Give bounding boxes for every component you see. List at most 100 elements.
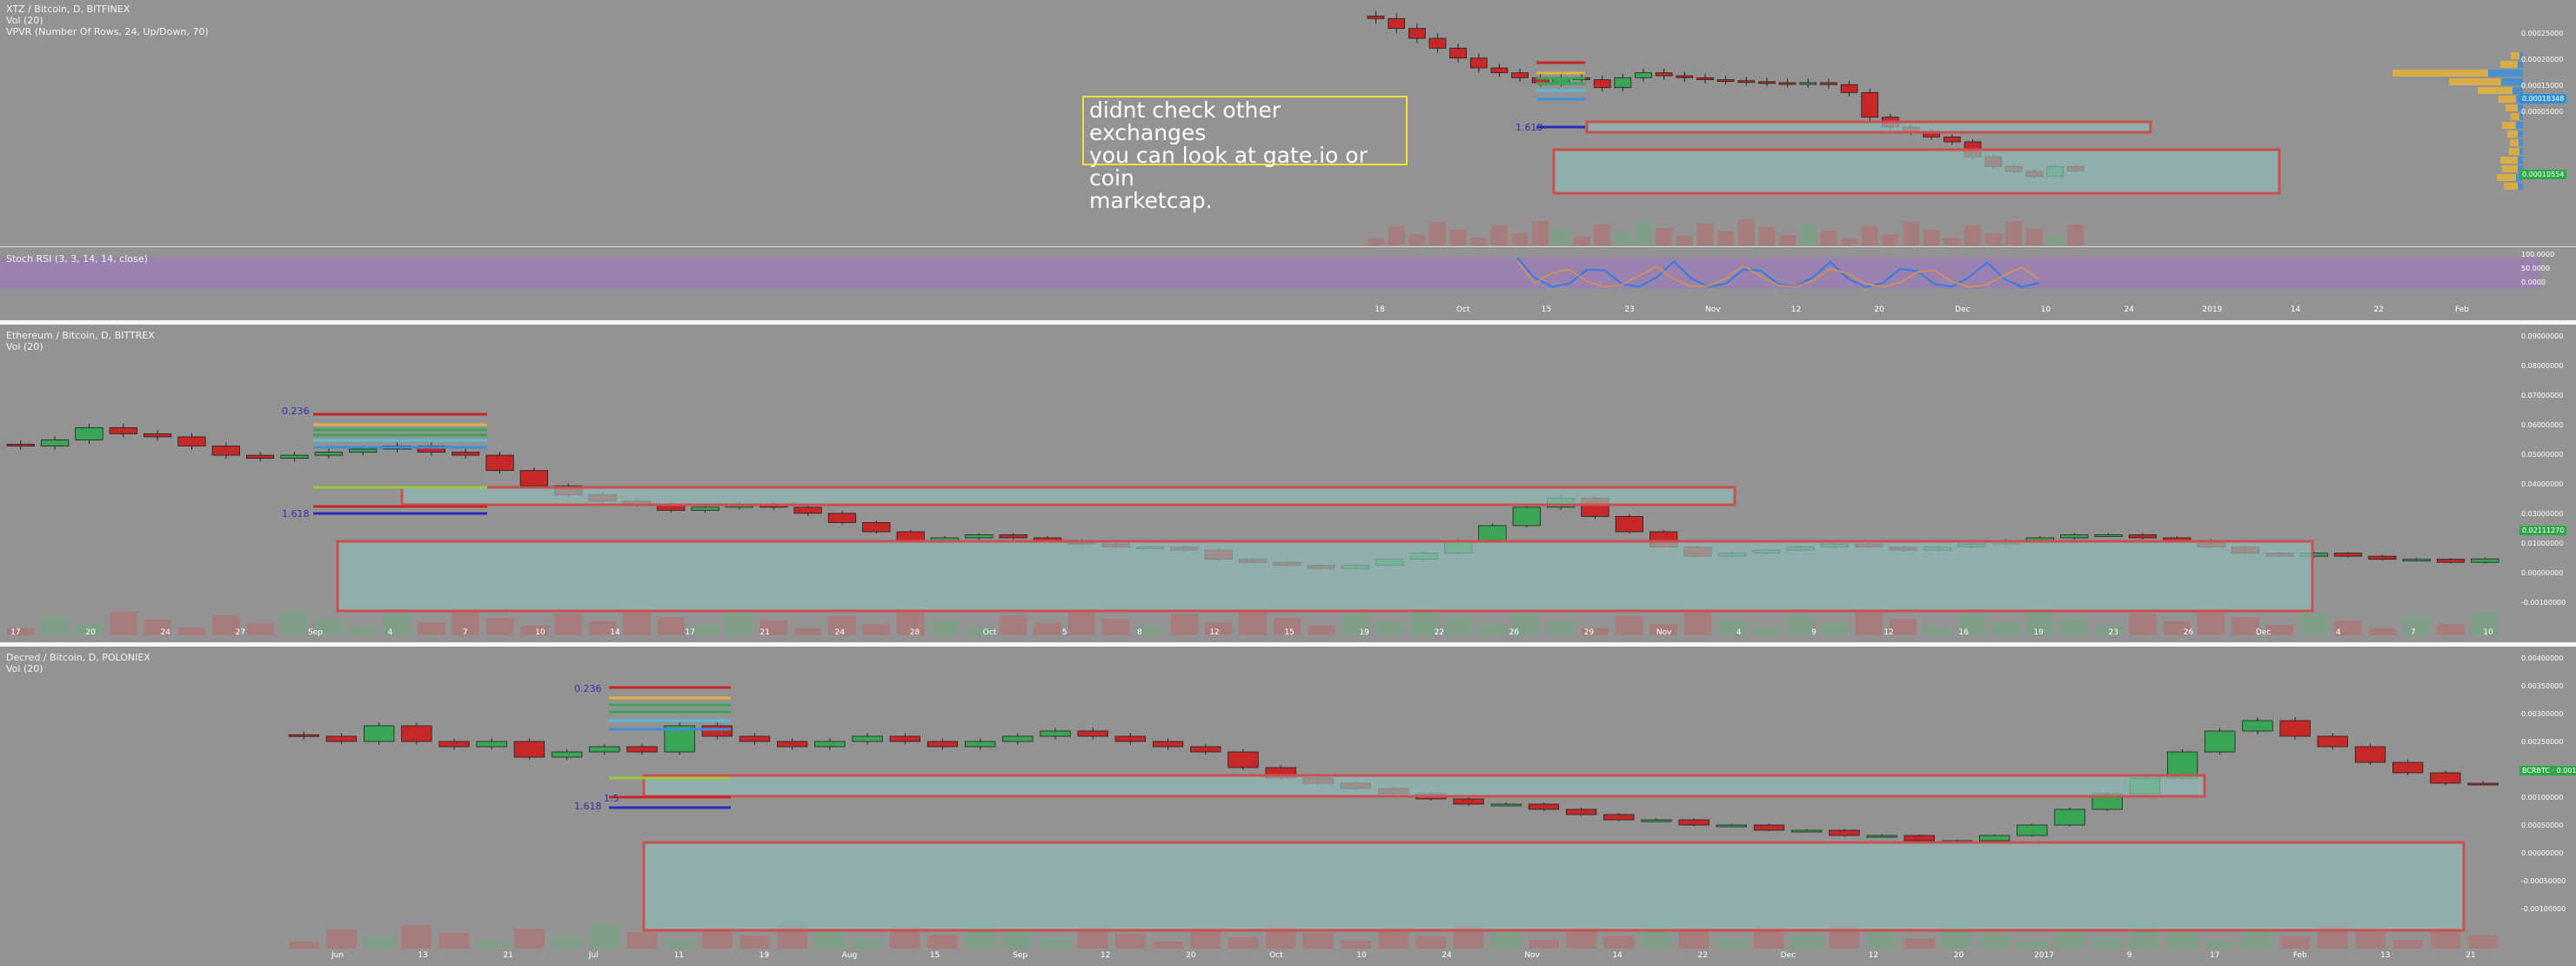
- volume-bar: [1924, 627, 1951, 635]
- volume-bar: [1040, 938, 1071, 949]
- y-axis-tick: 0.00400000: [2521, 654, 2564, 662]
- candle-down: [1528, 803, 1560, 810]
- volume-bar: [1478, 625, 1507, 635]
- x-axis-tick: 12: [1209, 628, 1220, 637]
- x-axis-tick: 16: [1958, 628, 1969, 637]
- annotation-line-2: you can look at gate.io or coin: [1089, 143, 1368, 191]
- candle-down: [2467, 782, 2499, 786]
- x-axis-tick: 20: [85, 628, 96, 637]
- x-axis-tick: 5: [1061, 628, 1067, 637]
- x-axis-tick: 24: [1442, 951, 1452, 960]
- volume-bar: [2091, 937, 2123, 949]
- candle-down: [1228, 751, 1259, 768]
- last-price-tag[interactable]: 0.00018348: [2519, 94, 2567, 104]
- volume-bar: [1979, 934, 2010, 949]
- candle-down: [777, 741, 808, 748]
- annotation-note[interactable]: didnt check other exchanges you can look…: [1082, 96, 1408, 212]
- volume-bar: [1635, 220, 1652, 245]
- candle-up: [852, 735, 883, 742]
- x-axis-tick: Nov: [1704, 305, 1721, 314]
- vpvr-bar-down: [2518, 131, 2523, 138]
- volume-bar: [349, 627, 377, 635]
- volume-bar: [828, 616, 856, 635]
- candle-down: [245, 454, 275, 459]
- candle-down: [701, 725, 733, 737]
- volume-bar: [1532, 221, 1549, 245]
- xtz-pane-title[interactable]: XTZ / Bitcoin, D, BITFINEX: [6, 3, 130, 15]
- volume-bar: [2265, 625, 2294, 635]
- candle-down: [1077, 730, 1108, 737]
- x-axis-tick: 7: [462, 628, 468, 637]
- pane-separator-2[interactable]: [0, 642, 2576, 647]
- y-axis-tick: 0.04000000: [2521, 480, 2564, 488]
- candle-down: [438, 741, 470, 748]
- vpvr-bar-up: [2502, 165, 2518, 172]
- vpvr-bar-up: [2497, 174, 2516, 181]
- last-price-tag[interactable]: BCRBTC · 0.00199983: [2519, 766, 2576, 775]
- volume-bar: [1923, 230, 1940, 245]
- x-axis-tick: 29: [1583, 628, 1595, 637]
- fib-label: 1.618: [574, 801, 602, 812]
- vpvr-bar-up: [2499, 96, 2516, 103]
- volume-bar: [2467, 936, 2499, 949]
- x-axis-tick: 4: [387, 628, 393, 637]
- volume-bar: [1656, 228, 1673, 245]
- x-axis-tick: 4: [2335, 628, 2341, 637]
- x-axis-tick: 20: [1953, 951, 1964, 960]
- volume-bar: [1342, 614, 1369, 635]
- volume-bar: [623, 609, 651, 635]
- volume-bar: [739, 936, 770, 949]
- pane-separator-1[interactable]: [0, 320, 2576, 325]
- candle-down: [485, 454, 514, 472]
- candle-up: [1635, 72, 1652, 78]
- volume-bar: [1153, 942, 1183, 949]
- candle-down: [519, 470, 549, 486]
- volume-bar: [383, 614, 411, 635]
- volume-bar: [520, 626, 548, 635]
- last-price-tag[interactable]: 0.00010554: [2519, 170, 2567, 179]
- x-axis-tick: 14: [1612, 951, 1623, 960]
- fib-label: 1.618: [282, 508, 310, 520]
- volume-bar: [1779, 235, 1797, 245]
- volume-bar: [246, 623, 274, 635]
- xtz-volume-indicator[interactable]: Vol (20): [6, 15, 43, 26]
- volume-bar: [2242, 929, 2273, 949]
- y-axis-tick: 0.00350000: [2521, 682, 2564, 690]
- volume-bar: [1308, 626, 1335, 635]
- x-axis-tick: Nov: [1656, 628, 1672, 637]
- eth-volume-indicator[interactable]: Vol (20): [6, 341, 43, 352]
- candle-down: [2128, 534, 2158, 539]
- vpvr-bar-up: [2510, 139, 2519, 146]
- candle-up: [1490, 803, 1522, 807]
- candle-down: [1615, 516, 1643, 533]
- x-axis-tick: 21: [503, 951, 513, 960]
- candle-up: [551, 751, 583, 758]
- stoch-rsi-title[interactable]: Stoch RSI (3, 3, 14, 14, close): [6, 253, 148, 265]
- xtz-rsi-divider[interactable]: [0, 246, 2576, 247]
- xtz-vpvr-indicator[interactable]: VPVR (Number Of Rows, 24, Up/Down, 70): [6, 26, 209, 37]
- x-axis-tick: 12: [1790, 305, 1802, 314]
- volume-bar: [1991, 622, 2020, 635]
- candle-down: [2368, 555, 2397, 560]
- vpvr-bar-up: [2502, 122, 2516, 129]
- vpvr-bar-up: [2507, 131, 2518, 138]
- x-axis-tick: 10: [2483, 628, 2493, 637]
- dcr-pane-title[interactable]: Decred / Bitcoin, D, POLONIEX: [6, 652, 151, 663]
- x-axis-tick: Feb: [2292, 951, 2307, 960]
- annotation-line-1: didnt check other exchanges: [1089, 97, 1281, 145]
- volume-bar: [75, 624, 104, 635]
- volume-bar: [2054, 929, 2085, 949]
- target-zone-box: [642, 841, 2466, 932]
- last-price-tag[interactable]: 0.02111270: [2519, 526, 2567, 535]
- candle-down: [1511, 72, 1529, 78]
- volume-bar: [2368, 628, 2397, 635]
- candle-down: [1696, 77, 1714, 81]
- eth-pane-title[interactable]: Ethereum / Bitcoin, D, BITTREX: [6, 330, 155, 341]
- y-axis-tick: 0.00250000: [2521, 738, 2564, 746]
- dcr-volume-indicator[interactable]: Vol (20): [6, 663, 43, 674]
- volume-bar: [2205, 941, 2236, 949]
- x-axis-tick: Dec: [1780, 951, 1797, 960]
- vpvr-bar-up: [2506, 104, 2518, 111]
- volume-bar: [1190, 929, 1221, 949]
